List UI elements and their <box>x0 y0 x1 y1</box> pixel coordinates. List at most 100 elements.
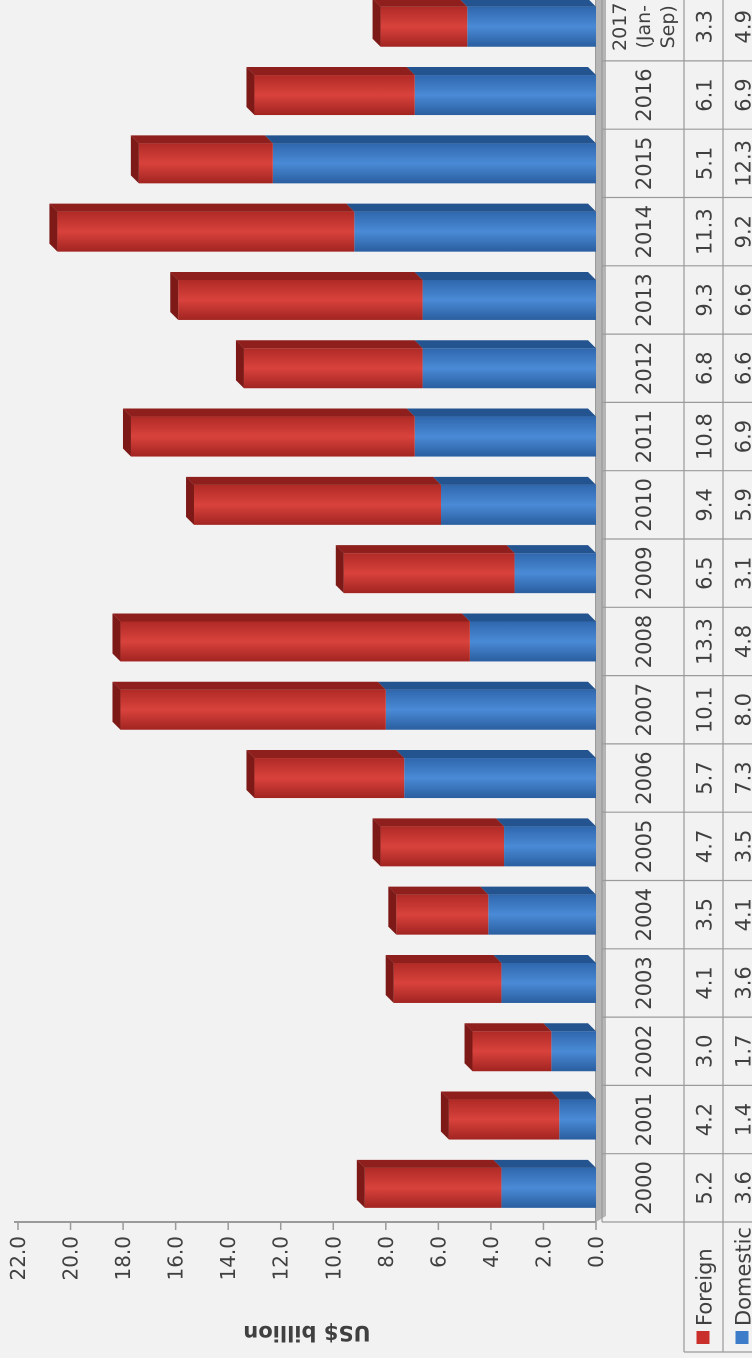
bar-foreign <box>394 963 502 1003</box>
data-label-foreign: 9.3 <box>693 283 717 316</box>
data-label-foreign: 4.2 <box>693 1103 717 1136</box>
y-tick-label: 20.0 <box>59 1236 83 1281</box>
category-label: 2005 <box>632 820 656 873</box>
data-label-domestic: 6.9 <box>732 78 752 111</box>
bar-foreign-side <box>170 272 422 280</box>
data-label-domestic: 1.4 <box>732 1103 752 1136</box>
bar-domestic <box>415 417 596 457</box>
y-tick-label: 8.0 <box>374 1236 398 1268</box>
y-axis-label: US$ billion <box>243 1321 370 1345</box>
bar-foreign-side <box>49 204 354 212</box>
category-label: 2007 <box>632 683 656 736</box>
bar-foreign-side <box>373 0 468 7</box>
bar-foreign-side <box>123 409 415 417</box>
bar-domestic <box>441 485 596 525</box>
category-label: 2016 <box>632 68 656 121</box>
category-label: 2013 <box>632 273 656 326</box>
data-label-domestic: 9.2 <box>732 215 752 248</box>
bar-domestic <box>515 553 596 593</box>
y-tick-label: 18.0 <box>111 1236 135 1281</box>
data-label-foreign: 3.0 <box>693 1035 717 1068</box>
category-label: 2001 <box>632 1093 656 1146</box>
bar-foreign-top <box>373 0 381 47</box>
category-label: 2002 <box>632 1025 656 1078</box>
bar-foreign-top <box>441 1092 449 1140</box>
category-label: (Jan- <box>633 5 655 49</box>
data-label-foreign: 9.4 <box>693 488 717 521</box>
y-tick-label: 0.0 <box>584 1236 608 1268</box>
bar-domestic-side <box>493 955 596 963</box>
data-label-domestic: 6.9 <box>732 420 752 453</box>
data-label-domestic: 8.0 <box>732 693 752 726</box>
bar-foreign-side <box>336 545 515 553</box>
category-label: 2000 <box>632 1161 656 1214</box>
bar-foreign <box>254 75 414 115</box>
category-label: 2010 <box>632 478 656 531</box>
bar-domestic <box>551 1031 596 1071</box>
y-tick-label: 22.0 <box>6 1236 30 1281</box>
bar-domestic-side <box>462 613 596 621</box>
bar-domestic-side <box>378 682 596 690</box>
bar-domestic-side <box>496 818 596 826</box>
bar-foreign-top <box>386 955 394 1003</box>
bar-domestic-side <box>396 750 596 758</box>
bar-foreign-top <box>357 1160 365 1208</box>
legend-label-foreign: Foreign <box>693 1248 717 1326</box>
category-label: 2006 <box>632 751 656 804</box>
bar-domestic-side <box>493 1160 596 1168</box>
y-tick-label: 12.0 <box>269 1236 293 1281</box>
category-label: 2009 <box>632 546 656 599</box>
bar-foreign-top <box>186 477 194 525</box>
bar-foreign-side <box>112 613 469 621</box>
data-label-domestic: 7.3 <box>732 761 752 794</box>
bar-foreign-top <box>246 67 254 115</box>
bar-foreign <box>120 690 385 730</box>
bar-domestic <box>423 280 596 320</box>
bar-domestic <box>467 7 596 47</box>
bar-foreign <box>178 280 422 320</box>
data-label-foreign: 4.1 <box>693 966 717 999</box>
bar-foreign <box>244 348 423 388</box>
y-tick-label: 14.0 <box>216 1236 240 1281</box>
bar-domestic-side <box>415 272 596 280</box>
data-label-domestic: 4.1 <box>732 898 752 931</box>
bar-foreign <box>120 621 469 661</box>
data-label-domestic: 12.3 <box>732 140 752 187</box>
data-label-foreign: 6.1 <box>693 78 717 111</box>
category-label: 2014 <box>632 205 656 258</box>
bar-domestic <box>415 75 596 115</box>
bar-foreign-top <box>246 750 254 798</box>
data-label-foreign: 11.3 <box>693 208 717 255</box>
category-label: 2004 <box>632 888 656 941</box>
bar-foreign-side <box>186 477 441 485</box>
bar-foreign-top <box>49 204 57 252</box>
category-label: Sep) <box>657 5 679 48</box>
bar-foreign-side <box>441 1092 559 1100</box>
bar-foreign <box>381 826 504 866</box>
bar-domestic <box>504 826 596 866</box>
data-label-foreign: 4.7 <box>693 830 717 863</box>
data-label-foreign: 10.8 <box>693 413 717 460</box>
category-label: 2012 <box>632 342 656 395</box>
bar-foreign-side <box>236 340 423 348</box>
bar-domestic-side <box>407 67 596 75</box>
bar-domestic <box>470 621 596 661</box>
data-label-domestic: 6.6 <box>732 352 752 385</box>
bar-foreign-side <box>386 955 502 963</box>
bar-domestic <box>273 143 596 183</box>
bar-domestic-side <box>265 135 596 143</box>
bar-foreign <box>254 758 404 798</box>
data-label-foreign: 10.1 <box>693 686 717 733</box>
bar-foreign-top <box>123 409 131 457</box>
data-label-foreign: 6.5 <box>693 556 717 589</box>
y-tick-label: 10.0 <box>321 1236 345 1281</box>
data-label-domestic: 4.8 <box>732 625 752 658</box>
legend-label-domestic: Domestic <box>732 1227 752 1326</box>
bar-domestic-side <box>407 409 596 417</box>
bar-domestic <box>501 963 596 1003</box>
bar-foreign-side <box>357 1160 502 1168</box>
data-label-domestic: 1.7 <box>732 1035 752 1068</box>
bar-domestic <box>423 348 596 388</box>
